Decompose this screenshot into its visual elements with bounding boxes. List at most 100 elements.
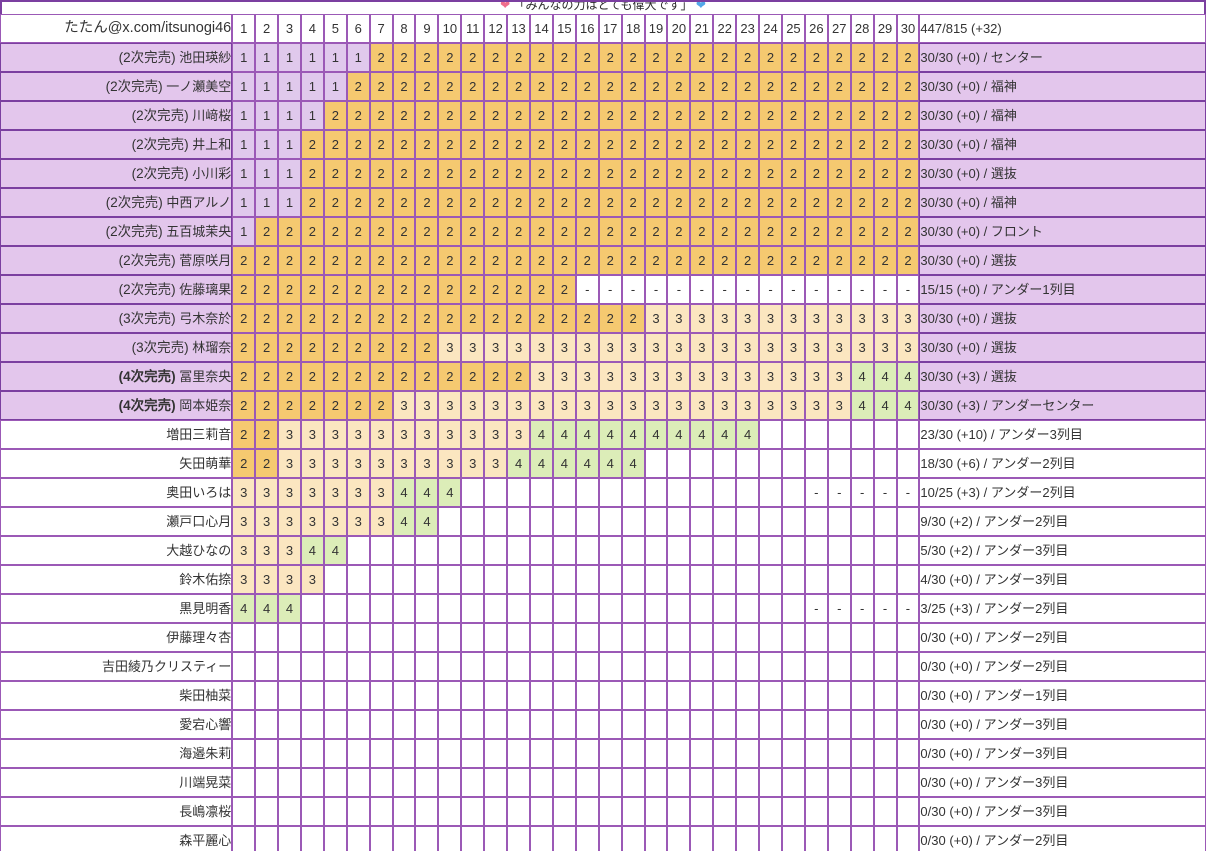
slot-cell[interactable]: 2 xyxy=(827,217,851,246)
slot-cell[interactable]: 2 xyxy=(438,72,462,101)
slot-cell[interactable]: 2 xyxy=(369,246,393,275)
slot-cell[interactable]: 3 xyxy=(278,536,301,565)
slot-cell[interactable]: 3 xyxy=(278,420,301,449)
slot-cell[interactable]: 3 xyxy=(415,420,439,449)
slot-cell[interactable]: 3 xyxy=(392,420,416,449)
slot-cell[interactable]: 2 xyxy=(484,275,508,304)
slot-cell[interactable] xyxy=(438,797,462,826)
slot-cell[interactable]: 2 xyxy=(873,246,897,275)
slot-cell[interactable] xyxy=(827,681,851,710)
slot-cell[interactable] xyxy=(598,565,622,594)
slot-cell[interactable]: 2 xyxy=(346,159,370,188)
slot-cell[interactable] xyxy=(300,768,324,797)
slot-cell[interactable]: 2 xyxy=(873,72,897,101)
slot-cell[interactable] xyxy=(713,768,737,797)
slot-cell[interactable]: 2 xyxy=(690,246,714,275)
slot-cell[interactable] xyxy=(804,652,828,681)
slot-cell[interactable] xyxy=(415,826,439,851)
slot-cell[interactable]: 2 xyxy=(690,159,714,188)
slot-cell[interactable]: 3 xyxy=(369,420,393,449)
slot-cell[interactable]: 3 xyxy=(667,391,691,420)
slot-cell[interactable] xyxy=(507,594,531,623)
slot-cell[interactable] xyxy=(804,449,828,478)
slot-cell[interactable]: 2 xyxy=(575,246,599,275)
slot-cell[interactable] xyxy=(255,768,279,797)
slot-cell[interactable] xyxy=(850,681,874,710)
slot-cell[interactable]: 3 xyxy=(255,478,279,507)
slot-cell[interactable] xyxy=(484,594,508,623)
slot-cell[interactable] xyxy=(804,681,828,710)
slot-cell[interactable] xyxy=(713,797,737,826)
slot-cell[interactable] xyxy=(552,507,576,536)
slot-cell[interactable] xyxy=(759,797,782,826)
slot-cell[interactable]: 2 xyxy=(530,188,553,217)
slot-cell[interactable] xyxy=(667,449,691,478)
slot-cell[interactable] xyxy=(667,536,691,565)
slot-cell[interactable] xyxy=(644,768,668,797)
slot-cell[interactable]: 1 xyxy=(255,159,279,188)
slot-cell[interactable]: 2 xyxy=(621,159,645,188)
slot-cell[interactable]: 3 xyxy=(232,478,256,507)
slot-cell[interactable]: 2 xyxy=(392,101,416,130)
slot-cell[interactable]: 2 xyxy=(827,246,851,275)
slot-cell[interactable]: 2 xyxy=(461,275,485,304)
slot-cell[interactable]: 2 xyxy=(507,101,531,130)
slot-cell[interactable]: 2 xyxy=(484,130,508,159)
slot-cell[interactable]: 2 xyxy=(507,362,531,391)
slot-cell[interactable]: 2 xyxy=(736,188,760,217)
slot-cell[interactable] xyxy=(598,797,622,826)
slot-cell[interactable]: 4 xyxy=(598,449,622,478)
slot-cell[interactable] xyxy=(644,536,668,565)
slot-cell[interactable] xyxy=(804,565,828,594)
slot-cell[interactable]: 4 xyxy=(392,478,416,507)
slot-cell[interactable]: 4 xyxy=(873,362,897,391)
slot-cell[interactable]: 2 xyxy=(507,246,531,275)
slot-cell[interactable] xyxy=(278,623,301,652)
slot-cell[interactable] xyxy=(759,739,782,768)
slot-cell[interactable]: 4 xyxy=(530,420,553,449)
slot-cell[interactable] xyxy=(438,536,462,565)
slot-cell[interactable] xyxy=(255,681,279,710)
slot-cell[interactable] xyxy=(575,797,599,826)
slot-cell[interactable] xyxy=(461,507,485,536)
slot-cell[interactable]: 2 xyxy=(300,391,324,420)
slot-cell[interactable]: - xyxy=(896,594,920,623)
slot-cell[interactable] xyxy=(690,710,714,739)
slot-cell[interactable]: 2 xyxy=(392,130,416,159)
slot-cell[interactable] xyxy=(759,594,782,623)
slot-cell[interactable]: 2 xyxy=(804,130,828,159)
slot-cell[interactable] xyxy=(644,652,668,681)
slot-cell[interactable] xyxy=(484,739,508,768)
slot-cell[interactable] xyxy=(713,478,737,507)
slot-cell[interactable] xyxy=(461,652,485,681)
slot-cell[interactable]: 2 xyxy=(484,304,508,333)
slot-cell[interactable] xyxy=(850,449,874,478)
slot-cell[interactable]: 2 xyxy=(850,130,874,159)
slot-cell[interactable]: 2 xyxy=(621,188,645,217)
slot-cell[interactable]: 3 xyxy=(598,362,622,391)
slot-cell[interactable] xyxy=(346,768,370,797)
slot-cell[interactable]: 3 xyxy=(827,333,851,362)
slot-cell[interactable]: 3 xyxy=(346,507,370,536)
slot-cell[interactable]: 2 xyxy=(598,130,622,159)
slot-cell[interactable] xyxy=(850,826,874,851)
slot-cell[interactable]: 2 xyxy=(346,304,370,333)
slot-cell[interactable] xyxy=(461,623,485,652)
slot-cell[interactable]: 2 xyxy=(346,188,370,217)
slot-cell[interactable] xyxy=(644,623,668,652)
slot-cell[interactable] xyxy=(530,623,553,652)
slot-cell[interactable] xyxy=(438,594,462,623)
slot-cell[interactable]: 2 xyxy=(552,72,576,101)
slot-cell[interactable]: 2 xyxy=(484,159,508,188)
slot-cell[interactable]: 2 xyxy=(850,72,874,101)
slot-cell[interactable]: 3 xyxy=(369,507,393,536)
slot-cell[interactable] xyxy=(690,507,714,536)
slot-cell[interactable]: 3 xyxy=(759,333,782,362)
slot-cell[interactable] xyxy=(667,710,691,739)
slot-cell[interactable]: 3 xyxy=(667,333,691,362)
slot-cell[interactable]: 2 xyxy=(690,130,714,159)
slot-cell[interactable] xyxy=(507,768,531,797)
slot-cell[interactable]: 3 xyxy=(484,420,508,449)
slot-cell[interactable] xyxy=(896,565,920,594)
slot-cell[interactable] xyxy=(873,710,897,739)
